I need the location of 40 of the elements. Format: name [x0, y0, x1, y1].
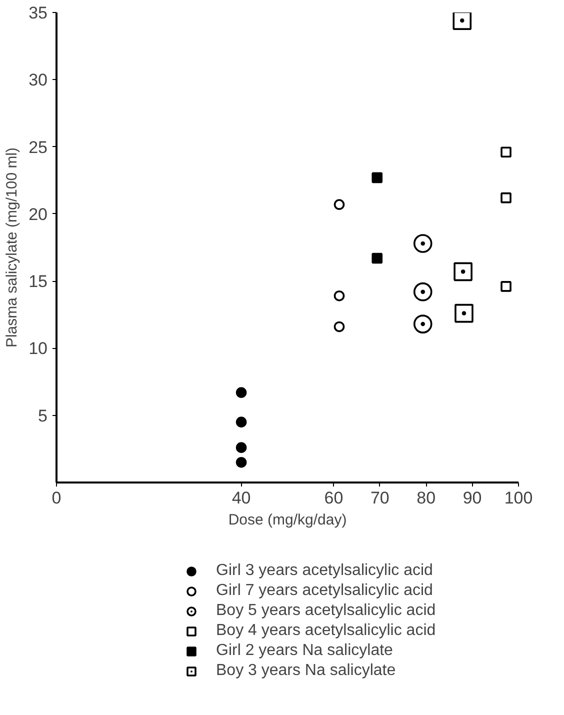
point — [334, 199, 345, 210]
y-tick-label: 20 — [28, 204, 48, 224]
x-tick-label: 80 — [416, 488, 436, 508]
y-tick-label: 5 — [38, 406, 48, 426]
y-tick-label: 25 — [28, 138, 48, 157]
x-tick-label: 0 — [52, 488, 62, 508]
point — [452, 12, 472, 30]
x-axis-title: Dose (mg/kg/day) — [228, 512, 347, 528]
x-tick-label: 40 — [232, 488, 251, 508]
point — [413, 314, 432, 334]
y-axis-title: Plasma salicylate (mg/100 ml) — [4, 147, 21, 348]
x-tick-label: 100 — [504, 488, 533, 508]
point — [372, 172, 383, 184]
x-tick-label: 70 — [370, 488, 390, 508]
point — [236, 387, 247, 398]
x-tick-label: 60 — [324, 488, 344, 508]
legend-label: Boy 5 years acetylsalicylic acid — [216, 601, 436, 621]
point — [334, 290, 345, 302]
point — [413, 234, 432, 253]
legend-label: Girl 2 years Na salicylate — [216, 641, 393, 661]
point — [236, 456, 247, 468]
point — [500, 146, 512, 158]
point — [334, 321, 345, 332]
legend-label: Boy 4 years acetylsalicylic acid — [216, 621, 436, 641]
legend-label: Girl 7 years acetylsalicylic acid — [216, 581, 433, 601]
point — [236, 416, 247, 428]
x-tick-label: 90 — [462, 488, 482, 508]
legend-label: Boy 3 years Na salicylate — [216, 661, 396, 681]
y-tick-label: 15 — [28, 272, 48, 292]
point — [372, 252, 383, 264]
point — [236, 442, 247, 453]
point — [454, 262, 472, 282]
point — [413, 282, 432, 302]
y-tick-label: 10 — [28, 339, 48, 358]
y-tick-label: 35 — [28, 4, 48, 22]
point — [454, 304, 474, 323]
legend-label: Girl 3 years acetylsalicylic acid — [216, 561, 433, 581]
point — [500, 281, 512, 292]
y-tick-label: 30 — [28, 70, 48, 90]
point — [500, 192, 512, 204]
